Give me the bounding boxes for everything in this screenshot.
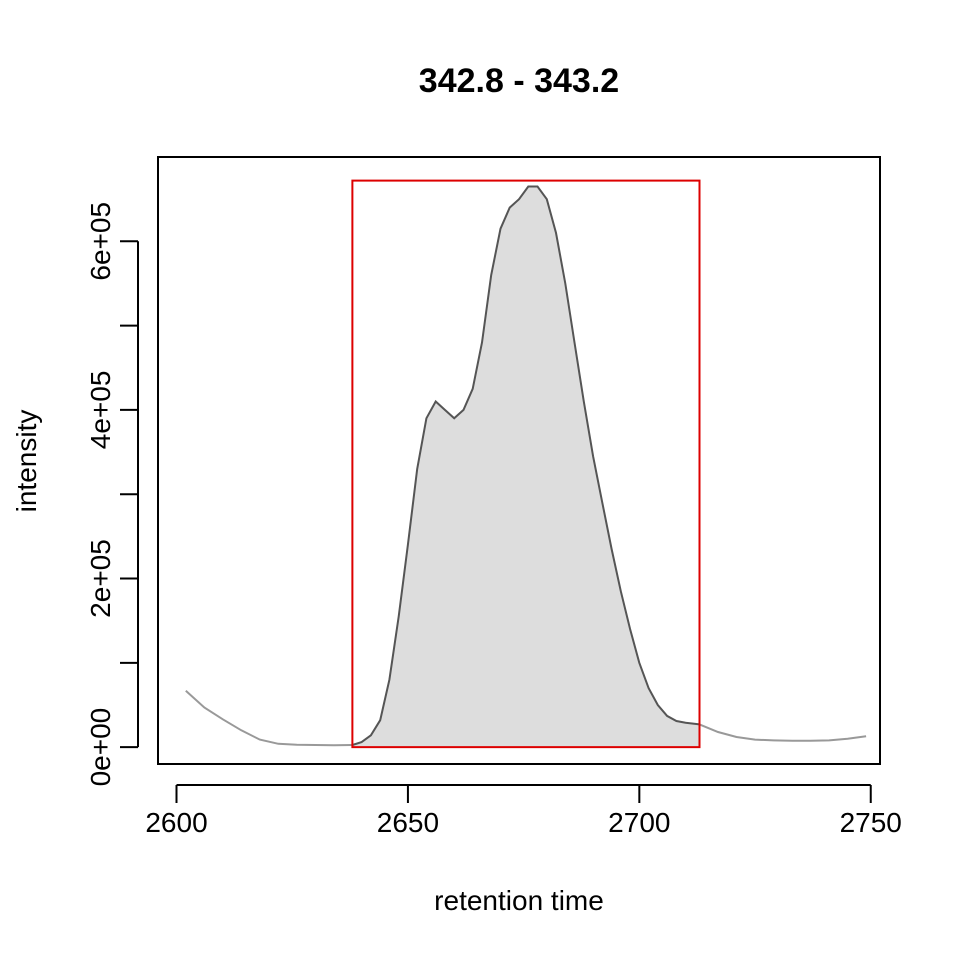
peak-line xyxy=(352,185,700,746)
plot-frame xyxy=(157,156,881,765)
x-tick-label: 2750 xyxy=(840,807,902,838)
chart-title: 342.8 - 343.2 xyxy=(419,62,619,100)
y-tick-label: 2e+05 xyxy=(85,539,116,618)
plot-area xyxy=(185,179,867,749)
context-line-left xyxy=(185,689,353,747)
y-axis-label: intensity xyxy=(11,410,42,513)
peak-area-fill xyxy=(352,186,700,748)
y-axis: 0e+00 2e+05 4e+05 6e+05 xyxy=(85,202,139,787)
x-tick-label: 2600 xyxy=(145,807,207,838)
y-tick-label: 6e+05 xyxy=(85,202,116,281)
context-line-right xyxy=(699,723,867,742)
y-tick-label: 4e+05 xyxy=(85,371,116,450)
x-tick-label: 2700 xyxy=(608,807,670,838)
y-tick-label: 0e+00 xyxy=(85,708,116,787)
x-axis-label: retention time xyxy=(434,885,604,916)
x-tick-label: 2650 xyxy=(377,807,439,838)
integration-box xyxy=(351,179,701,749)
x-axis: 2600 2650 2700 2750 xyxy=(145,784,902,838)
